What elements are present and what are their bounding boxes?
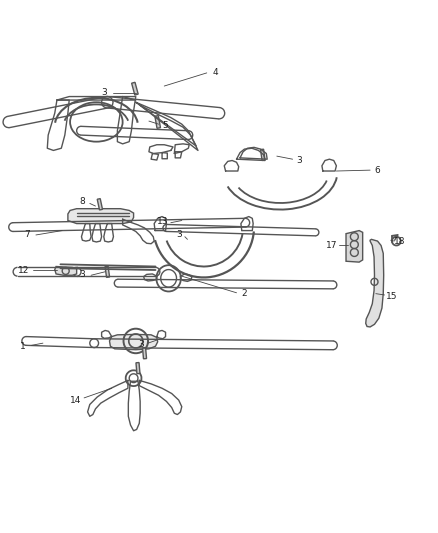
Polygon shape (142, 348, 147, 359)
Polygon shape (68, 209, 134, 223)
Polygon shape (97, 199, 102, 210)
Text: 7: 7 (24, 230, 30, 239)
Polygon shape (132, 82, 138, 95)
Polygon shape (110, 334, 158, 350)
Polygon shape (55, 266, 77, 275)
Text: 1: 1 (20, 342, 26, 351)
Text: 5: 5 (162, 121, 169, 130)
Text: 15: 15 (386, 292, 398, 301)
Text: 2: 2 (242, 289, 247, 298)
Polygon shape (136, 362, 140, 374)
Text: 3: 3 (176, 230, 182, 239)
Text: 18: 18 (394, 237, 405, 246)
Polygon shape (261, 149, 265, 160)
Polygon shape (155, 116, 160, 128)
Text: 12: 12 (18, 265, 30, 274)
Text: 3: 3 (138, 340, 144, 349)
Text: 13: 13 (157, 217, 169, 227)
Polygon shape (346, 231, 363, 262)
Text: 6: 6 (374, 166, 381, 175)
Text: 3: 3 (296, 156, 302, 165)
Text: 8: 8 (79, 197, 85, 206)
Text: 3: 3 (79, 270, 85, 279)
Text: 4: 4 (213, 68, 218, 77)
Text: 17: 17 (326, 241, 338, 250)
Polygon shape (105, 266, 110, 277)
Text: 3: 3 (101, 87, 107, 96)
Text: 14: 14 (70, 395, 81, 405)
Polygon shape (366, 239, 384, 327)
